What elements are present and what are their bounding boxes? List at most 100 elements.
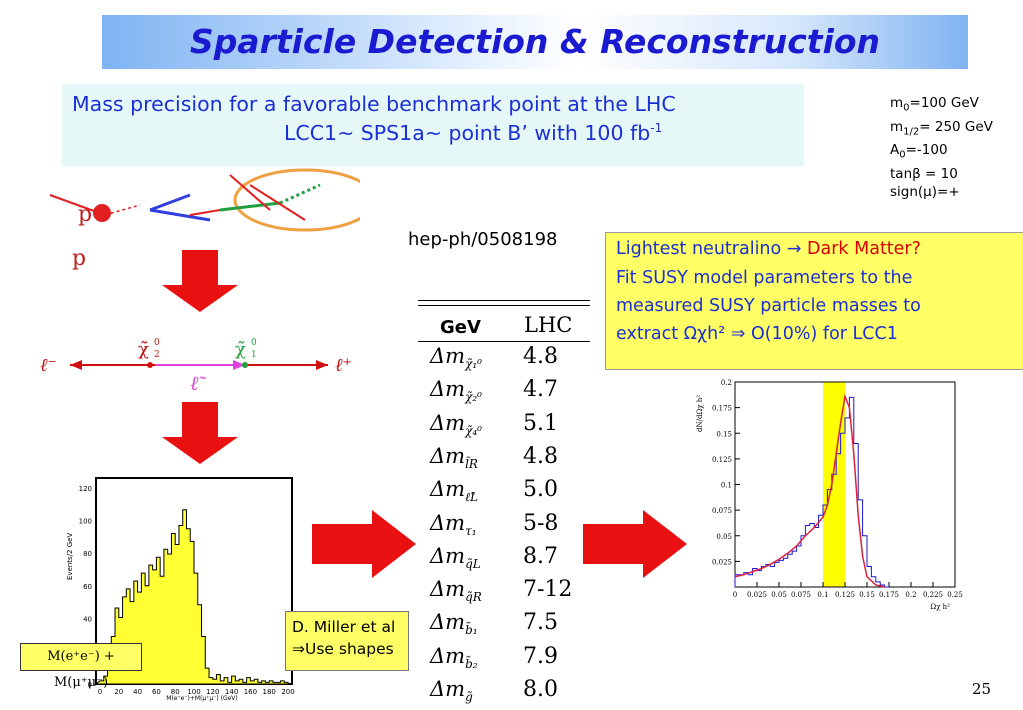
- mass-difference-symbol: Δmℓ̃L: [430, 477, 479, 505]
- chi2-vertex: [147, 362, 153, 368]
- lhc-precision-value: 4.8: [523, 443, 558, 469]
- chi2-label: χ̃: [138, 339, 149, 360]
- hist-xtick-label: 200: [281, 688, 294, 696]
- mass-label: M(e⁺e⁻) + M(μ⁺μ⁻): [20, 643, 142, 690]
- hist-xtick-label: 180: [263, 688, 276, 696]
- title-bar: Sparticle Detection & Reconstruction: [102, 15, 968, 69]
- lhc-precision-value: 4.7: [523, 377, 558, 403]
- hist-xtick-label: 0: [98, 688, 102, 696]
- x-tick-label: 0.2: [905, 591, 916, 599]
- lepton-minus-label: ℓ⁻: [40, 355, 57, 376]
- hist-xtick-label: 100: [187, 688, 200, 696]
- lhc-precision-value: 5.0: [523, 477, 558, 503]
- dm-line-1: Lightest neutralino → Dark Matter?: [616, 239, 921, 259]
- chi2-sub: 2: [154, 350, 160, 360]
- table-row: Δmq̃L 8.7: [418, 544, 590, 577]
- hist-ylabel: Events/2 GeV: [66, 533, 74, 580]
- decay-chain: ℓ⁻ ℓ⁺ χ̃ 0 2 χ̃ 0 1 ℓ̃: [40, 338, 352, 395]
- x-tick-label: 0.05: [771, 591, 787, 599]
- mass-difference-symbol: Δmχ̃₂⁰: [430, 377, 482, 405]
- x-tick-label: 0.225: [923, 591, 943, 599]
- param-a0: A0=-100: [890, 142, 948, 162]
- precision-line-2-sup: -1: [650, 121, 663, 136]
- model-parameters: m0=100 GeV m1/2= 250 GeV A0=-100 tanβ = …: [890, 94, 993, 201]
- param-sign-mu: sign(μ)=+: [890, 184, 960, 201]
- hist-ytick-label: 60: [83, 583, 92, 591]
- dark-matter-box: Lightest neutralino → Dark Matter? Fit S…: [605, 232, 1023, 370]
- lhc-precision-value: 7-12: [523, 577, 573, 603]
- hist-bars: [94, 509, 289, 685]
- hist-ytick-label: 120: [79, 485, 92, 493]
- lhc-precision-value: 7.5: [523, 610, 558, 636]
- slepton-label: ℓ̃: [190, 371, 206, 395]
- y-tick-label: 0.05: [716, 533, 732, 541]
- down-arrow-2: [162, 402, 238, 464]
- chi1-sub: 1: [251, 350, 257, 360]
- x-tick-label: 0: [733, 591, 737, 599]
- dm-line-3: measured SUSY particle masses to: [616, 296, 921, 316]
- mass-difference-symbol: Δmb̃₁: [430, 610, 478, 638]
- y-tick-label: 0.075: [712, 507, 732, 515]
- chart-ylabel: dN/dΩχ h²: [696, 395, 704, 432]
- y-tick-label: 0.15: [716, 430, 732, 438]
- lhc-precision-value: 8.7: [523, 543, 558, 569]
- lhc-precision-value: 4.8: [523, 344, 558, 369]
- red-track: [189, 209, 221, 216]
- right-arrow-2: [583, 510, 687, 578]
- x-tick-label: 0.1: [817, 591, 828, 599]
- right-arrow-1: [312, 510, 416, 578]
- histogram-series: [734, 396, 889, 588]
- down-arrow-1: [162, 250, 238, 312]
- chi1-sup: 0: [251, 338, 257, 348]
- miller-line-1: D. Miller et al: [292, 618, 396, 636]
- proton-label-bottom: p: [72, 246, 86, 271]
- dm-line-4: extract Ωχh² ⇒ O(10%) for LCC1: [616, 324, 898, 344]
- proton-dot: [93, 204, 111, 222]
- blue-track-2: [149, 208, 211, 222]
- hist-xtick-label: 120: [206, 688, 219, 696]
- miller-note-box: D. Miller et al ⇒Use shapes: [285, 611, 409, 671]
- dm-line-2: Fit SUSY model parameters to the: [616, 268, 913, 288]
- table-row: Δmq̃R 7-12: [418, 577, 590, 610]
- chi2-sup: 0: [154, 338, 160, 348]
- mass-difference-symbol: Δmb̃₂: [430, 643, 478, 671]
- x-tick-label: 0.125: [835, 591, 855, 599]
- page-number: 25: [972, 680, 992, 698]
- param-tanbeta: tanβ = 10: [890, 166, 958, 183]
- lepton-track-2: [229, 174, 271, 211]
- y-tick-label: 0.125: [712, 456, 732, 464]
- x-tick-label: 0.175: [879, 591, 899, 599]
- fit-curve-series: [734, 393, 885, 588]
- hist-xlabel: M(e⁺e⁻)+M(μ⁺μ⁻) (GeV): [166, 695, 237, 702]
- table-row: Δmb̃₁ 7.5: [418, 610, 590, 643]
- hist-ytick-label: 0: [88, 681, 92, 689]
- y-tick-label: 0.1: [721, 482, 732, 490]
- mass-difference-symbol: Δmτ₁: [430, 510, 477, 538]
- hist-xtick-label: 40: [133, 688, 142, 696]
- hist-xtick-label: 60: [152, 688, 161, 696]
- x-tick-label: 0.075: [791, 591, 811, 599]
- table-row: Δmχ̃₂⁰ 4.7: [418, 377, 590, 410]
- lepton-track-1: [249, 184, 306, 221]
- table-row: Δmχ̃₁⁰ 4.8: [418, 344, 590, 377]
- lepton-plus-label: ℓ⁺: [335, 355, 352, 376]
- x-tick-label: 0.25: [947, 591, 963, 599]
- precision-line-1: Mass precision for a favorable benchmark…: [72, 92, 676, 116]
- table-header-gev: GeV: [440, 317, 481, 338]
- precision-box: Mass precision for a favorable benchmark…: [62, 84, 804, 166]
- decay-highlight-ellipse: [233, 168, 360, 232]
- hist-x-ticks: 0 20 40 60 80 100 120 140 160 180 200: [98, 688, 295, 696]
- y-tick-label: 0.025: [712, 558, 732, 566]
- blue-track-1: [149, 193, 191, 212]
- hist-xtick-label: 160: [244, 688, 257, 696]
- neutralino-track: [279, 183, 321, 205]
- dilepton-mass-histogram: 0 20 40 60 80 100 120 0 20 40 60 80 100 120 140 160 180…: [66, 477, 295, 702]
- hist-ytick-label: 100: [79, 518, 92, 526]
- hist-ytick-label: 40: [83, 616, 92, 624]
- table-header-lhc: LHC: [524, 313, 573, 337]
- y-tick-label: 0.175: [712, 405, 732, 413]
- relic-density-chart: 0.025 0.05 0.075 0.1 0.125 0.15 0.175 0.2 0 0.025…: [696, 379, 963, 611]
- event-diagram: p p: [49, 168, 360, 271]
- table-row: Δmℓ̃L 5.0: [418, 477, 590, 510]
- table-row: Δml̃R 4.8: [418, 444, 590, 477]
